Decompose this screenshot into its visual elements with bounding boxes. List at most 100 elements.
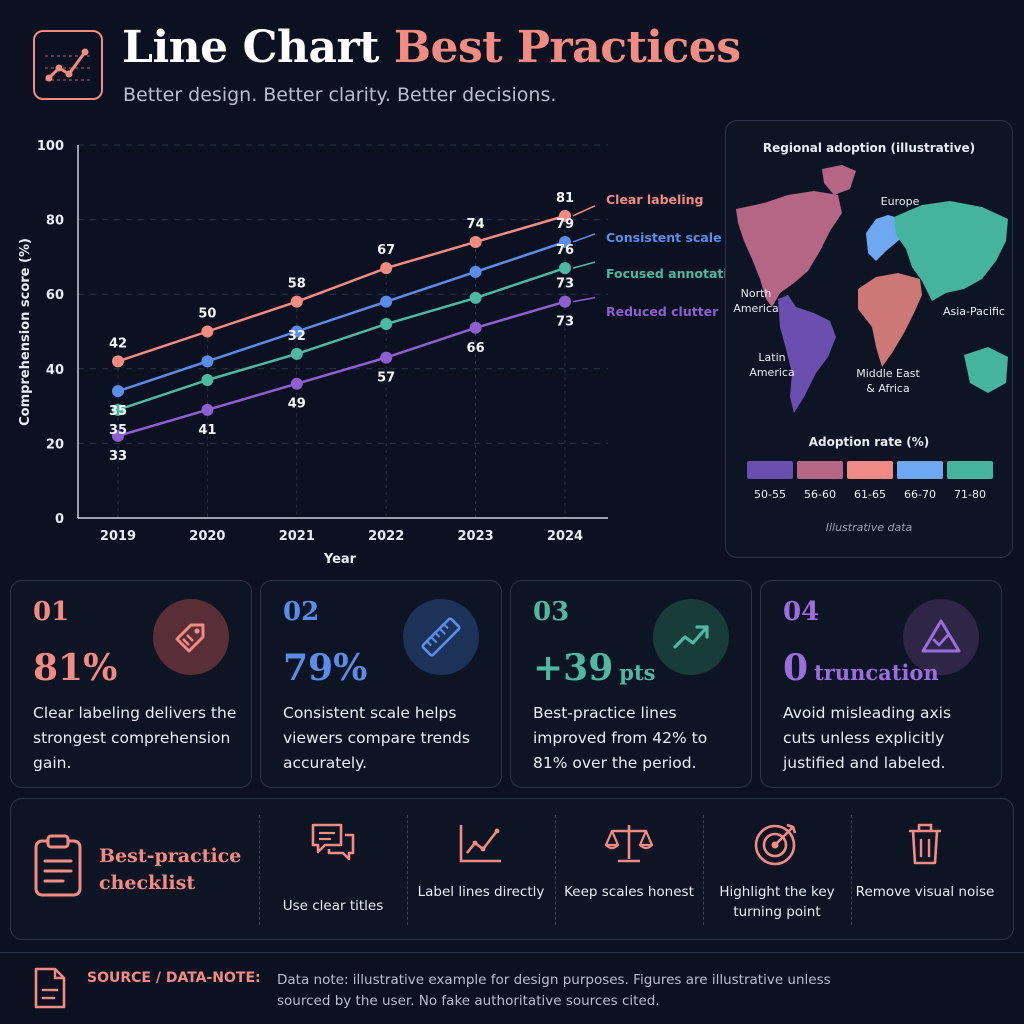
legend-swatch <box>947 461 993 479</box>
data-label: 35 <box>109 423 127 438</box>
data-point <box>112 403 124 416</box>
x-tick-label: 2022 <box>368 529 404 544</box>
title-accent: Best Practices <box>393 22 741 73</box>
data-label: 50 <box>198 307 216 322</box>
stat-cards: 01 81% Clear labeling delivers the stron… <box>10 580 1014 788</box>
card-number: 02 <box>283 597 320 627</box>
card-stat-unit: pts <box>619 660 656 685</box>
region-middle-east-africa <box>858 273 922 367</box>
region-label-europe: Europe <box>880 195 920 208</box>
series-label-leader <box>572 261 596 269</box>
data-point <box>112 355 124 368</box>
data-point <box>559 209 571 222</box>
divider <box>851 815 852 925</box>
clipboard-icon <box>33 833 83 901</box>
card-text: Consistent scale helps viewers compare t… <box>283 704 470 772</box>
world-map <box>736 165 1008 413</box>
series-label: Focused annotations <box>606 266 730 281</box>
data-point <box>201 403 214 416</box>
line-chart-icon <box>33 30 103 100</box>
data-point <box>469 265 482 278</box>
y-tick-label: 100 <box>37 139 64 154</box>
data-label: 76 <box>556 243 574 258</box>
checklist-title: Best-practice checklist <box>99 845 242 894</box>
trash-icon <box>905 821 945 871</box>
source-note: Data note: illustrative example for desi… <box>277 972 831 1009</box>
data-point <box>201 373 214 386</box>
data-label: 57 <box>377 371 395 386</box>
divider <box>555 815 556 925</box>
y-tick-label: 40 <box>46 363 64 378</box>
adoption-legend: 50-55 56-60 61-65 66-70 71-80 <box>746 461 994 501</box>
legend-item: 71-80 <box>946 461 994 501</box>
data-label: 66 <box>467 341 485 356</box>
card-text: Avoid misleading axis cuts unless explic… <box>783 704 952 772</box>
card-number: 04 <box>783 597 820 627</box>
checklist-item-label: Highlight the key turning point <box>719 884 835 920</box>
card-stat: 79% <box>283 647 367 689</box>
y-tick-label: 80 <box>46 214 64 229</box>
legend-swatch <box>797 461 843 479</box>
line-graph-icon <box>457 821 505 869</box>
data-point <box>380 351 393 364</box>
document-icon <box>33 966 67 1014</box>
legend-item: 50-55 <box>746 461 794 501</box>
stat-card-2: 02 79% Consistent scale helps viewers co… <box>260 580 502 788</box>
legend-label: 50-55 <box>754 488 786 501</box>
checklist-item-label: Remove visual noise <box>855 884 995 900</box>
data-point <box>112 385 124 398</box>
x-tick-label: 2019 <box>100 529 136 544</box>
region-asia-pacific <box>894 201 1008 301</box>
data-point <box>469 321 482 334</box>
legend-label: 61-65 <box>854 488 886 501</box>
page-title: Line Chart Best Practices <box>122 22 741 73</box>
line-chart-svg: 0 20 40 60 80 100 2019 2020 2021 2022 2023 2024 Year… <box>18 139 753 567</box>
region-australia <box>964 347 1008 393</box>
speech-bubbles-icon <box>309 821 357 869</box>
legend-swatch <box>847 461 893 479</box>
line-chart: 0 20 40 60 80 100 2019 2020 2021 2022 2023 2024 Year… <box>0 120 753 580</box>
ruler-icon <box>403 599 479 675</box>
series-line <box>117 240 566 393</box>
target-icon <box>753 821 801 871</box>
x-tick-label: 2020 <box>189 529 225 544</box>
card-text: Clear labeling delivers the strongest co… <box>33 704 237 772</box>
divider <box>259 815 260 925</box>
series-label-leader <box>572 296 596 303</box>
x-tick-label: 2024 <box>547 529 583 544</box>
legend-title: Adoption rate (%) <box>808 435 930 449</box>
data-label: 42 <box>109 336 127 351</box>
legend-label: 56-60 <box>804 488 836 501</box>
card-stat-value: 81% <box>33 647 118 689</box>
title-main: Line Chart <box>122 22 379 73</box>
legend-item: 56-60 <box>796 461 844 501</box>
checklist-item-label: Label lines directly <box>417 884 545 900</box>
data-label: 79 <box>556 217 574 232</box>
data-label: 35 <box>109 404 127 419</box>
y-tick-label: 60 <box>46 288 64 303</box>
x-tick-label: 2023 <box>458 529 494 544</box>
data-point <box>112 429 124 442</box>
legend-label: 66-70 <box>904 488 936 501</box>
data-label: 49 <box>288 397 306 412</box>
tag-icon <box>153 599 229 675</box>
region-label-asia-pacific: Asia-Pacific <box>943 305 1005 318</box>
x-axis-title: Year <box>323 552 357 567</box>
checklist-item-label: Keep scales honest <box>564 884 694 900</box>
map-note: Illustrative data <box>825 521 913 534</box>
checklist-item: Highlight the key turning point <box>703 815 851 925</box>
checklist-item: Use clear titles <box>259 815 407 925</box>
data-point <box>469 291 482 304</box>
card-stat: 0 truncation <box>783 647 939 689</box>
stat-card-1: 01 81% Clear labeling delivers the stron… <box>10 580 252 788</box>
card-stat-value: 79% <box>283 647 368 689</box>
checklist-item: Keep scales honest <box>555 815 703 925</box>
checklist-item: Remove visual noise <box>851 815 999 925</box>
checklist-item-label: Use clear titles <box>282 898 384 914</box>
region-label-north-america: North America <box>733 287 779 315</box>
card-number: 03 <box>533 597 570 627</box>
data-point <box>559 262 571 275</box>
best-practice-checklist: Best-practice checklist Use clear titles… <box>10 798 1014 940</box>
series-label-leader <box>572 233 596 243</box>
data-point <box>559 295 571 308</box>
